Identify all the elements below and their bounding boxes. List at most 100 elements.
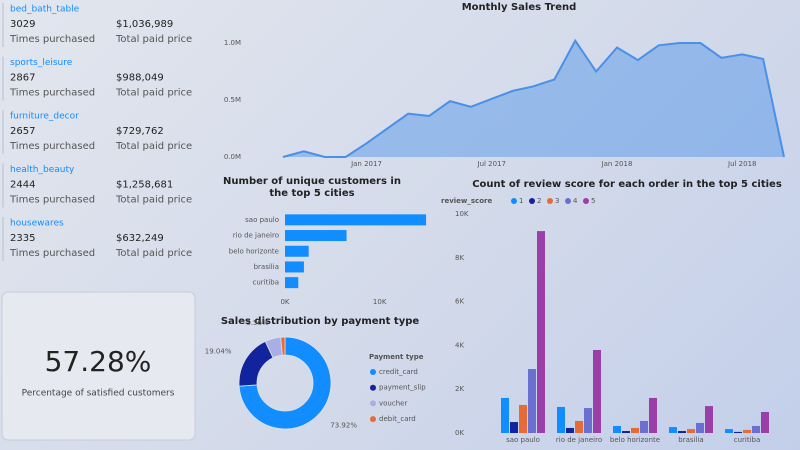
bar [678, 431, 686, 433]
legend-marker [370, 400, 376, 407]
legend-marker [511, 198, 517, 204]
count-label: Times purchased [9, 248, 95, 259]
bar [285, 245, 309, 257]
bar [705, 406, 713, 433]
bar [696, 422, 704, 433]
legend-label: debit_card [379, 415, 416, 423]
bar [501, 397, 509, 433]
chart-title-box: Number of unique customers in the top 5 … [223, 176, 401, 199]
bar [519, 404, 527, 433]
product-price: $988,049 [116, 73, 164, 84]
legend-label: credit_card [379, 368, 418, 376]
x-tick-label: rio de janeiro [556, 436, 602, 444]
product-price: $1,036,989 [116, 19, 173, 30]
y-tick-label: 8K [455, 254, 464, 262]
bar [510, 422, 518, 433]
bar [622, 431, 630, 433]
price-label: Total paid price [115, 34, 192, 45]
y-tick-label: 0.0M [224, 153, 241, 161]
product-price: $632,249 [116, 233, 164, 244]
data-label: 5.56% [246, 319, 269, 327]
product-price: $1,258,681 [116, 180, 173, 191]
donut-slice [238, 336, 332, 430]
donut-slice [280, 336, 286, 356]
y-tick-label: curitiba [252, 279, 279, 287]
bar [557, 406, 565, 433]
x-tick-label: brasilia [678, 436, 703, 444]
bar [743, 429, 751, 433]
chart-title: Monthly Sales Trend [462, 2, 577, 13]
x-tick-label: Jul 2017 [477, 160, 507, 168]
legend-marker [370, 416, 376, 423]
bar [285, 261, 304, 273]
bar [575, 420, 583, 433]
legend-marker [565, 198, 571, 204]
count-label: Times purchased [9, 141, 95, 152]
legend-marker [370, 384, 376, 391]
legend-marker [547, 198, 553, 204]
legend-label: 2 [537, 197, 541, 205]
legend-label: payment_slip [379, 384, 426, 392]
y-tick-label: 0K [455, 429, 464, 437]
y-tick-label: belo horizonte [229, 247, 279, 255]
bar [285, 230, 347, 242]
product-count: 3029 [10, 19, 35, 30]
legend-marker [583, 198, 589, 204]
legend-label: 3 [555, 197, 559, 205]
y-tick-label: 0.5M [224, 96, 241, 104]
price-label: Total paid price [115, 248, 192, 259]
kpi-value: 57.28% [45, 345, 152, 378]
product-name: housewares [10, 219, 64, 229]
bar [537, 231, 545, 433]
price-label: Total paid price [115, 88, 192, 99]
bar [669, 427, 677, 433]
product-name: sports_leisure [10, 58, 73, 68]
bar [631, 427, 639, 433]
legend-marker [370, 369, 376, 375]
y-tick-label: 4K [455, 341, 464, 349]
legend-marker [529, 198, 535, 204]
bar [584, 408, 592, 433]
data-label: 19.04% [205, 348, 232, 356]
legend-label: 1 [519, 197, 523, 205]
line [282, 38, 785, 158]
price-label: Total paid price [115, 141, 192, 152]
y-tick-label: rio de janeiro [233, 232, 279, 240]
product-name: furniture_decor [10, 112, 79, 122]
price-label: Total paid price [115, 195, 192, 206]
x-tick-label: curitiba [734, 436, 761, 444]
x-tick-label: sao paulo [506, 436, 540, 444]
product-name: health_beauty [10, 165, 75, 175]
bar [593, 349, 601, 433]
legend-title: review_score [441, 197, 492, 205]
product-count: 2657 [10, 126, 35, 137]
chart-title: Number of unique customers in the top 5 … [223, 176, 401, 199]
kpi-card [1, 291, 196, 441]
chart-title: Count of review score for each order in … [472, 179, 782, 190]
count-label: Times purchased [9, 195, 95, 206]
x-tick-label: 10K [373, 298, 387, 306]
bar [687, 429, 695, 433]
bar [528, 369, 536, 433]
data-label: 73.92% [330, 421, 357, 429]
bar [725, 429, 733, 433]
count-label: Times purchased [9, 88, 95, 99]
y-tick-label: brasilia [254, 263, 279, 271]
product-count: 2867 [10, 73, 35, 84]
product-price: $729,762 [116, 126, 164, 137]
y-tick-label: 6K [455, 298, 464, 306]
product-count: 2444 [10, 180, 35, 191]
bar [734, 431, 742, 433]
x-tick-label: belo horizonte [610, 436, 660, 444]
bar [285, 277, 299, 289]
bar [649, 397, 657, 433]
bar [752, 425, 760, 433]
bar [613, 425, 621, 433]
bar [761, 411, 769, 433]
kpi-label: Percentage of satisfied customers [22, 389, 175, 399]
y-tick-label: 10K [455, 210, 469, 218]
chart-title: Sales distribution by payment type [221, 316, 420, 327]
legend-label: voucher [379, 399, 407, 407]
product-count: 2335 [10, 233, 35, 244]
